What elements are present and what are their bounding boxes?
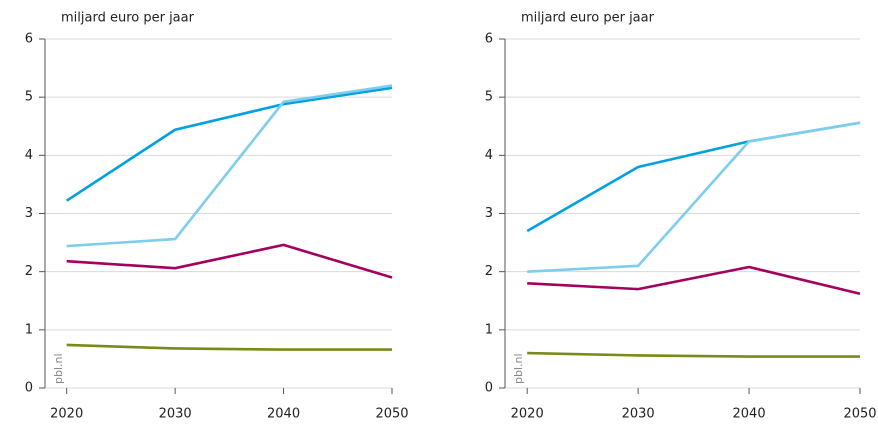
y-axis-label: miljard euro per jaar <box>61 11 195 26</box>
y-tick-label: 0 <box>485 381 493 396</box>
chart: miljard euro per jaar 0 1 2 3 4 5 6 2020 2030 2040… <box>485 11 877 422</box>
series-line <box>65 86 393 202</box>
y-tick-label: 1 <box>25 322 33 337</box>
y-axis-label: miljard euro per jaar <box>521 11 655 26</box>
series-line <box>527 265 861 296</box>
y-tick-label: 3 <box>25 206 33 221</box>
y-tick-label: 4 <box>485 148 493 163</box>
y-tick-label: 6 <box>485 32 493 47</box>
series-line <box>66 343 392 351</box>
source-label: pbl.nl <box>512 353 525 384</box>
y-tick-label: 1 <box>485 322 493 337</box>
x-tick-label: 2050 <box>843 407 876 422</box>
y-tick-label: 5 <box>485 90 493 105</box>
x-tick-label: 2050 <box>375 407 408 422</box>
y-tick-label: 5 <box>25 90 33 105</box>
x-tick-label: 2020 <box>50 407 83 422</box>
series-line <box>527 121 861 273</box>
series-line <box>526 121 861 233</box>
series-line <box>527 351 860 358</box>
y-tick-label: 6 <box>25 32 33 47</box>
y-tick-label: 2 <box>485 264 493 279</box>
x-tick-label: 2020 <box>511 407 544 422</box>
series-line <box>66 243 393 279</box>
y-tick-label: 3 <box>485 206 493 221</box>
y-tick-label: 4 <box>25 148 33 163</box>
x-tick-label: 2030 <box>622 407 655 422</box>
x-tick-label: 2040 <box>733 407 766 422</box>
series-line <box>66 84 393 248</box>
source-label: pbl.nl <box>52 353 65 384</box>
x-tick-label: 2030 <box>159 407 192 422</box>
x-tick-label: 2040 <box>267 407 300 422</box>
chart: miljard euro per jaar 0 1 2 3 4 5 6 2020 2030 2040… <box>25 11 409 422</box>
y-tick-label: 0 <box>25 381 33 396</box>
y-tick-label: 2 <box>25 264 33 279</box>
